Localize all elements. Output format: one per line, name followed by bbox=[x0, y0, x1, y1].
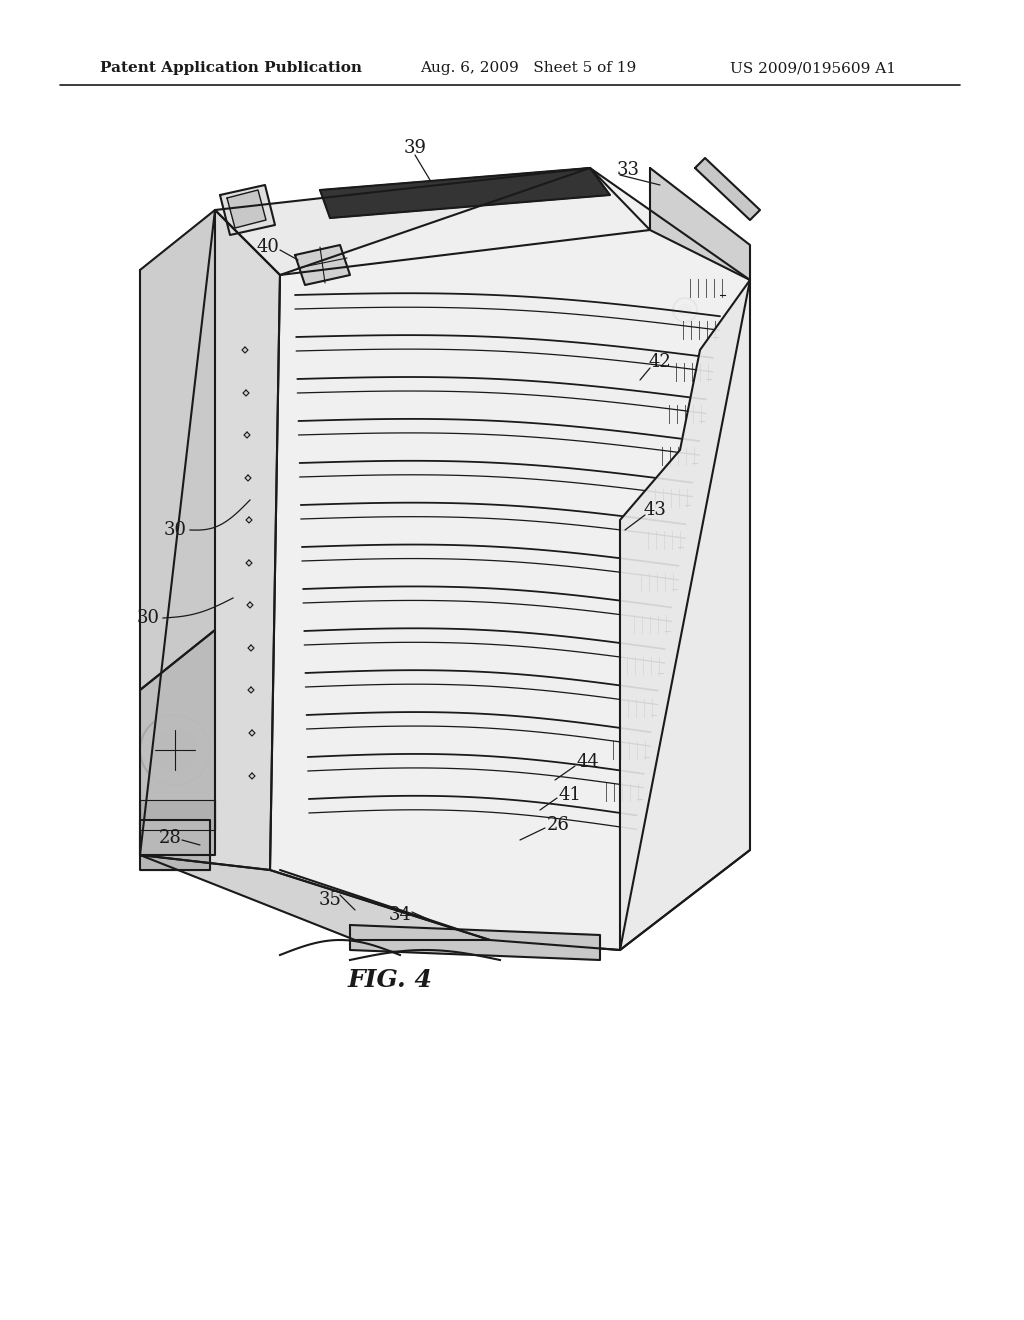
Text: FIG. 4: FIG. 4 bbox=[347, 968, 432, 993]
Text: 43: 43 bbox=[643, 502, 667, 519]
Text: 40: 40 bbox=[257, 238, 280, 256]
Polygon shape bbox=[220, 185, 275, 235]
Polygon shape bbox=[227, 190, 266, 228]
Polygon shape bbox=[243, 389, 249, 396]
Text: 30: 30 bbox=[164, 521, 186, 539]
Text: 30: 30 bbox=[136, 609, 160, 627]
Text: Aug. 6, 2009   Sheet 5 of 19: Aug. 6, 2009 Sheet 5 of 19 bbox=[420, 61, 636, 75]
Polygon shape bbox=[695, 158, 760, 220]
Text: Patent Application Publication: Patent Application Publication bbox=[100, 61, 362, 75]
Polygon shape bbox=[140, 210, 215, 690]
Polygon shape bbox=[620, 280, 750, 950]
Polygon shape bbox=[140, 855, 490, 940]
Text: 26: 26 bbox=[547, 816, 569, 834]
Text: 39: 39 bbox=[403, 139, 427, 157]
Text: 44: 44 bbox=[577, 752, 599, 771]
Circle shape bbox=[679, 304, 691, 315]
Polygon shape bbox=[249, 730, 255, 737]
Polygon shape bbox=[140, 820, 210, 870]
Polygon shape bbox=[140, 800, 215, 830]
Text: 35: 35 bbox=[318, 891, 341, 909]
Text: 28: 28 bbox=[159, 829, 181, 847]
Text: US 2009/0195609 A1: US 2009/0195609 A1 bbox=[730, 61, 896, 75]
Text: 34: 34 bbox=[388, 906, 412, 924]
Polygon shape bbox=[350, 925, 600, 960]
Polygon shape bbox=[248, 686, 254, 693]
Polygon shape bbox=[246, 517, 252, 523]
Text: 42: 42 bbox=[648, 352, 672, 371]
Polygon shape bbox=[140, 210, 280, 870]
Polygon shape bbox=[215, 168, 650, 275]
Polygon shape bbox=[650, 168, 750, 280]
Polygon shape bbox=[247, 602, 253, 609]
Text: 41: 41 bbox=[558, 785, 582, 804]
Polygon shape bbox=[242, 347, 248, 352]
Polygon shape bbox=[245, 475, 251, 480]
Text: 33: 33 bbox=[616, 161, 640, 180]
Polygon shape bbox=[270, 168, 750, 950]
Polygon shape bbox=[249, 774, 255, 779]
Polygon shape bbox=[140, 630, 215, 855]
Polygon shape bbox=[248, 645, 254, 651]
Circle shape bbox=[153, 729, 197, 772]
Polygon shape bbox=[319, 168, 610, 218]
Polygon shape bbox=[244, 432, 250, 438]
Polygon shape bbox=[295, 246, 350, 285]
Polygon shape bbox=[246, 560, 252, 566]
